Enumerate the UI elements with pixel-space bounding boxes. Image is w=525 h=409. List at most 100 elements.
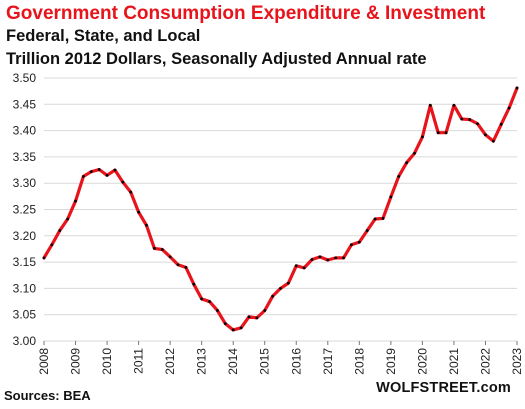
x-tick-label: 2009	[69, 348, 83, 375]
data-point	[152, 247, 156, 250]
data-point	[342, 256, 345, 260]
data-point	[89, 170, 93, 174]
series-line-path	[42, 86, 519, 332]
data-point	[381, 217, 385, 220]
x-tick-label: 2012	[163, 348, 177, 375]
y-tick-label: 3.25	[13, 203, 37, 217]
x-tick-label: 2020	[415, 348, 429, 375]
data-point	[397, 174, 401, 178]
x-tick-label: 2019	[384, 348, 398, 375]
x-tick-label: 2023	[510, 348, 524, 375]
series-markers	[42, 86, 519, 332]
x-tick-label: 2018	[352, 348, 366, 375]
data-point	[145, 223, 148, 227]
x-tick-label: 2022	[478, 348, 492, 375]
chart-subtitle-scope: Federal, State, and Local	[6, 27, 201, 45]
data-point	[444, 131, 448, 135]
data-point	[66, 217, 70, 221]
data-point	[326, 258, 330, 262]
data-point	[42, 256, 46, 260]
data-point	[176, 263, 180, 267]
y-tick-label: 3.05	[13, 308, 37, 322]
data-point	[50, 243, 54, 247]
data-point	[168, 255, 172, 259]
data-point	[318, 255, 322, 259]
x-tick-label: 2017	[321, 348, 335, 375]
data-point	[137, 210, 141, 214]
data-point	[468, 118, 472, 121]
data-point	[421, 135, 424, 139]
y-tick-label: 3.15	[13, 255, 37, 269]
data-point	[373, 217, 377, 221]
data-point	[357, 240, 361, 244]
data-point	[413, 151, 416, 155]
x-tick-label: 2008	[37, 348, 51, 375]
y-tick-label: 3.00	[13, 334, 37, 348]
chart-subtitle-units: Trillion 2012 Dollars, Seasonally Adjust…	[6, 50, 427, 68]
data-point	[216, 309, 219, 312]
data-point	[58, 229, 62, 232]
chart-title: Government Consumption Expenditure & Inv…	[6, 3, 486, 24]
data-point	[476, 122, 479, 126]
x-tick-label: 2011	[132, 348, 146, 374]
data-point	[294, 264, 298, 268]
data-point	[247, 315, 251, 319]
data-point	[97, 168, 101, 171]
x-tick-label: 2013	[195, 348, 209, 375]
x-tick-label: 2014	[226, 348, 240, 375]
data-point	[436, 131, 440, 135]
y-axis-ticks: 3.00 3.05 3.10 3.15 3.20 3.25 3.30 3.35 3.40 3.45…	[13, 71, 37, 348]
x-tick-label: 2021	[447, 348, 461, 375]
data-point	[82, 174, 85, 178]
brand-watermark: WOLFSTREET.com	[376, 380, 511, 396]
y-tick-label: 3.10	[13, 281, 37, 295]
data-point	[460, 117, 464, 121]
data-point	[302, 266, 306, 270]
x-tick-label: 2010	[100, 348, 114, 375]
data-point	[129, 190, 133, 194]
data-point	[310, 258, 314, 261]
data-point	[507, 106, 511, 110]
data-point	[105, 173, 109, 177]
data-point	[389, 195, 393, 199]
data-point	[239, 326, 243, 330]
data-point	[365, 229, 369, 232]
y-tick-label: 3.40	[13, 124, 37, 138]
data-point	[208, 300, 211, 303]
data-point	[286, 281, 290, 285]
data-point	[231, 328, 235, 332]
data-point	[428, 103, 432, 107]
data-point	[405, 161, 409, 165]
y-tick-label: 3.50	[13, 71, 37, 85]
data-point	[263, 309, 267, 312]
data-point	[121, 180, 125, 184]
data-point	[184, 265, 188, 269]
data-point	[160, 248, 164, 251]
series-line	[42, 86, 519, 332]
data-point	[484, 133, 487, 137]
data-point	[452, 103, 456, 107]
data-point	[334, 256, 338, 260]
data-point	[113, 168, 117, 172]
y-tick-label: 3.35	[13, 150, 37, 164]
y-tick-label: 3.30	[13, 176, 37, 190]
y-tick-label: 3.45	[13, 97, 37, 111]
data-point	[200, 297, 204, 301]
data-point	[499, 122, 503, 126]
data-point	[74, 199, 77, 203]
data-point	[271, 294, 275, 298]
x-tick-label: 2015	[258, 348, 272, 375]
source-note: Sources: BEA	[4, 388, 91, 403]
data-point	[223, 322, 227, 326]
data-point	[255, 316, 259, 320]
x-axis-ticks: 2008 2009 2010 2011 2012 2013 2014 2015 2016 2017…	[37, 341, 524, 375]
data-point	[515, 86, 519, 90]
data-point	[491, 139, 495, 143]
gridlines	[44, 77, 517, 342]
data-point	[192, 282, 196, 286]
data-point	[350, 243, 353, 247]
y-tick-label: 3.20	[13, 229, 37, 243]
data-point	[279, 287, 282, 290]
x-tick-label: 2016	[289, 348, 303, 375]
